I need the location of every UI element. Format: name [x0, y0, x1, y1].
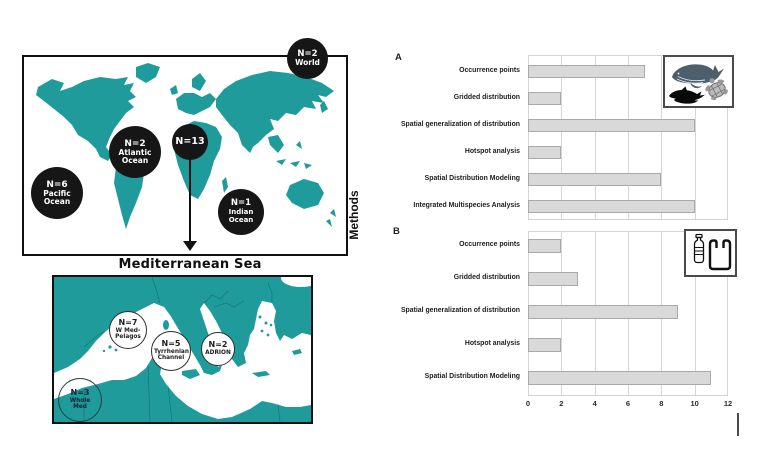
x-axis-tick-labels: 0 2 4 6 8 10 12	[526, 399, 732, 411]
gridline	[727, 232, 728, 395]
mediterranean-sea-label: Mediterranean Sea	[118, 257, 262, 272]
bar	[528, 65, 645, 78]
world-map	[36, 63, 336, 229]
plastics-icon-box	[684, 229, 737, 277]
country-borders	[83, 277, 281, 422]
category-label: Spatial generalization of distribution	[400, 307, 520, 314]
bar	[528, 272, 578, 286]
panel-letter-b: B	[393, 226, 400, 237]
gridline	[694, 232, 696, 395]
bar	[528, 146, 562, 159]
aegean-islands	[258, 315, 262, 319]
category-label: Spatial generalization of distribution	[400, 120, 520, 128]
methods-axis-label: Methods	[347, 190, 361, 240]
gridline	[727, 56, 728, 219]
gridline	[661, 56, 663, 219]
category-label: Integrated Multispecies Analysis	[413, 201, 520, 209]
gridline	[528, 56, 529, 219]
indonesia	[276, 141, 312, 169]
arrow-line	[188, 158, 192, 242]
panel-letter-a: A	[395, 52, 402, 63]
indochina	[268, 135, 284, 153]
scandinavia	[192, 73, 206, 91]
new-zealand	[326, 209, 336, 227]
bar	[528, 173, 662, 186]
chart-a-category-labels: Occurrence points Gridded distribution Spa…	[381, 55, 524, 220]
africa-land	[54, 356, 311, 422]
south-america	[114, 161, 144, 229]
madagascar	[222, 177, 228, 193]
british-isles	[170, 85, 178, 95]
bar	[528, 119, 695, 132]
balearic-islands	[108, 345, 112, 349]
category-label: Occurrence points	[459, 66, 520, 74]
arrow-head-icon	[183, 241, 197, 251]
bubble-pacific-ocean: N=6 Pacific Ocean	[31, 167, 83, 219]
north-america	[36, 77, 136, 161]
bar	[528, 92, 562, 105]
chart-b-category-labels: Occurrence points Gridded distribution Spa…	[381, 231, 524, 396]
bubble-atlantic-ocean: N=2 Atlantic Ocean	[109, 126, 161, 178]
australia	[286, 179, 324, 209]
bubble-whole-med: N=3 Whole Med	[58, 378, 102, 422]
gridline	[561, 56, 563, 219]
crete	[252, 371, 270, 377]
bubble-adrion: N=2 ADRION	[201, 332, 235, 366]
x-tick-label: 12	[723, 399, 733, 408]
gridline	[594, 56, 596, 219]
plastic-bag-icon	[708, 239, 732, 271]
bar	[528, 338, 562, 352]
text-cursor	[737, 413, 739, 436]
sicily	[182, 369, 200, 379]
bar	[528, 200, 695, 213]
europe	[176, 93, 216, 115]
bubble-w-med-pelagos: N=7 W Med- Pelagos	[109, 311, 147, 349]
dolphins-icon	[669, 86, 705, 104]
category-label: Spatial Distribution Modeling	[424, 174, 520, 182]
category-label: Occurrence points	[459, 241, 520, 248]
india	[238, 131, 256, 153]
bubble-mediterranean: N=13	[172, 124, 208, 160]
category-label: Spatial Distribution Modeling	[424, 373, 520, 380]
bar	[528, 305, 678, 319]
x-tick-label: 2	[559, 399, 564, 408]
cyprus	[292, 349, 302, 355]
x-tick-label: 0	[525, 399, 531, 408]
mediterranean-map	[54, 277, 311, 422]
corsica	[163, 320, 169, 330]
category-label: Hotspot analysis	[464, 147, 520, 155]
category-label: Gridded distribution	[453, 274, 520, 281]
bubble-world: N=2 World	[287, 38, 328, 79]
x-tick-label: 6	[625, 399, 631, 408]
europe-land	[54, 277, 311, 375]
bar	[528, 239, 562, 253]
x-tick-label: 4	[592, 399, 597, 408]
gridline	[628, 56, 629, 219]
category-label: Gridded distribution	[453, 93, 520, 101]
sea-turtle-icon	[705, 78, 728, 101]
plastic-bottle-icon	[693, 233, 705, 264]
bar	[528, 371, 712, 385]
megafauna-icon-box	[663, 55, 734, 108]
category-label: Hotspot analysis	[464, 340, 520, 347]
world-map-panel	[22, 55, 348, 256]
bubble-indian-ocean: N=1 Indian Ocean	[218, 189, 264, 235]
gridline	[694, 56, 696, 219]
greenland	[136, 63, 160, 83]
x-tick-label: 10	[690, 399, 699, 408]
black-sea	[281, 277, 311, 287]
japan	[320, 101, 328, 113]
asia	[216, 71, 334, 149]
bubble-tyrrhenian-channel: N=5 Tyrrhenian Channel	[151, 331, 191, 371]
x-tick-label: 8	[659, 399, 664, 408]
